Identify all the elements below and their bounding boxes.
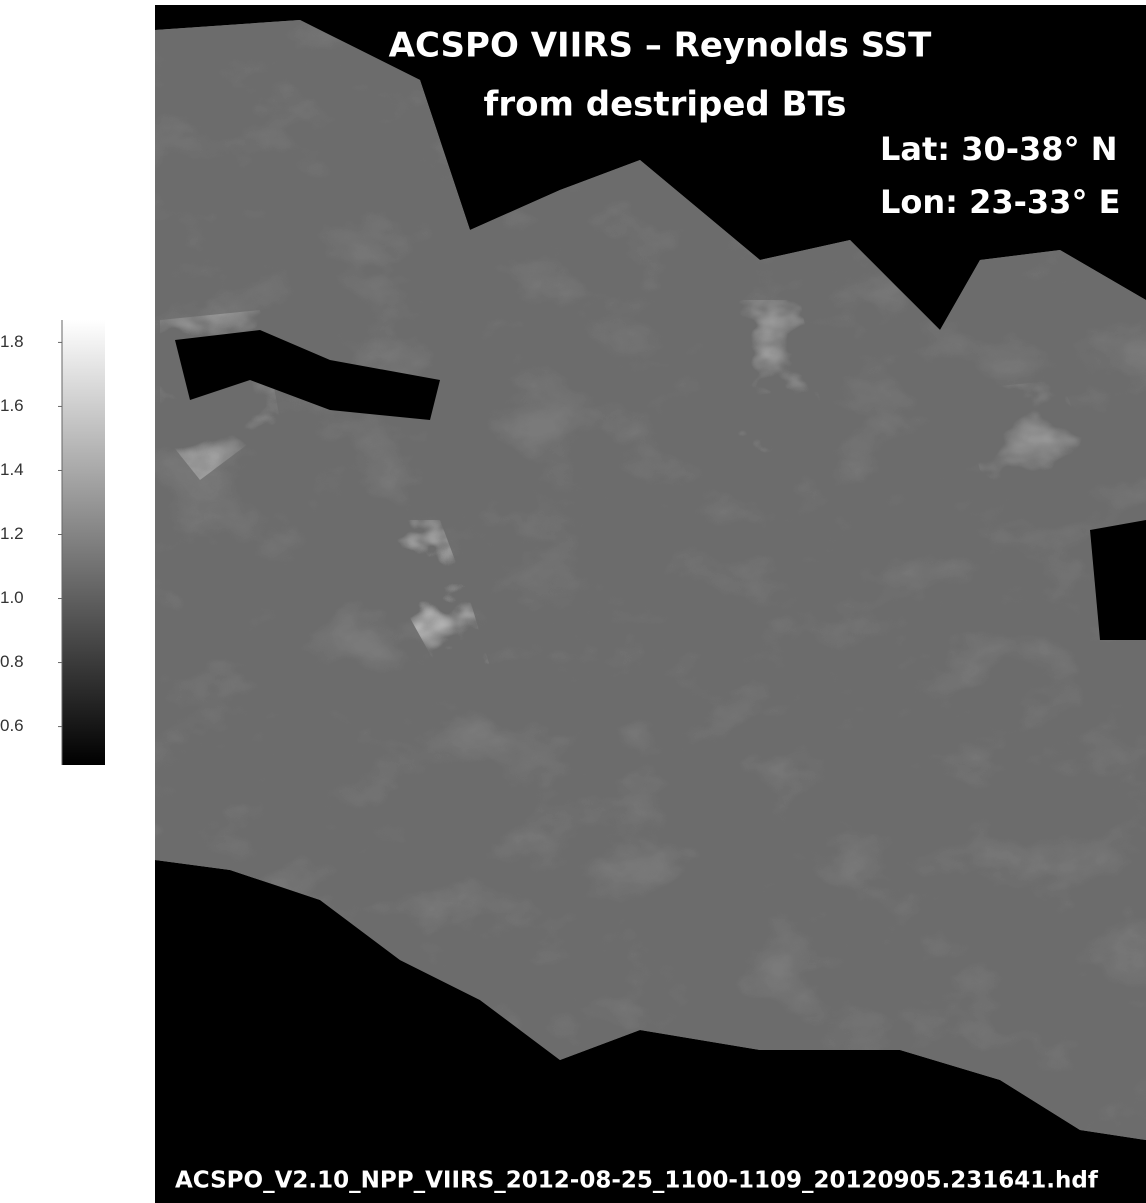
colorbar-tick-label: 1.8 <box>0 332 24 351</box>
figure: ACSPO VIIRS – Reynolds SST from destripe… <box>0 0 1146 1203</box>
island <box>1090 520 1146 640</box>
page: {"image": { "title": ["ACSPO VIIRS – Rey… <box>0 0 1146 1203</box>
colorbar-tick-label: 1.6 <box>0 396 24 415</box>
colorbar <box>62 320 105 765</box>
title-line: ACSPO VIIRS – Reynolds SST <box>389 26 932 66</box>
colorbar-tick-label: 0.6 <box>0 716 24 735</box>
longitude: Lon: 23-33° E <box>880 183 1120 221</box>
filename: ACSPO_V2.10_NPP_VIIRS_2012-08-25_1100-11… <box>175 1168 1099 1194</box>
colorbar-tick-label: 0.8 <box>0 652 24 671</box>
title-line: from destriped BTs <box>484 85 847 125</box>
colorbar-tick-label: 1.4 <box>0 460 24 479</box>
colorbar-tick-label: 1.2 <box>0 524 24 543</box>
colorbar-tick-label: 1.0 <box>0 588 24 607</box>
latitude: Lat: 30-38° N <box>880 130 1117 168</box>
